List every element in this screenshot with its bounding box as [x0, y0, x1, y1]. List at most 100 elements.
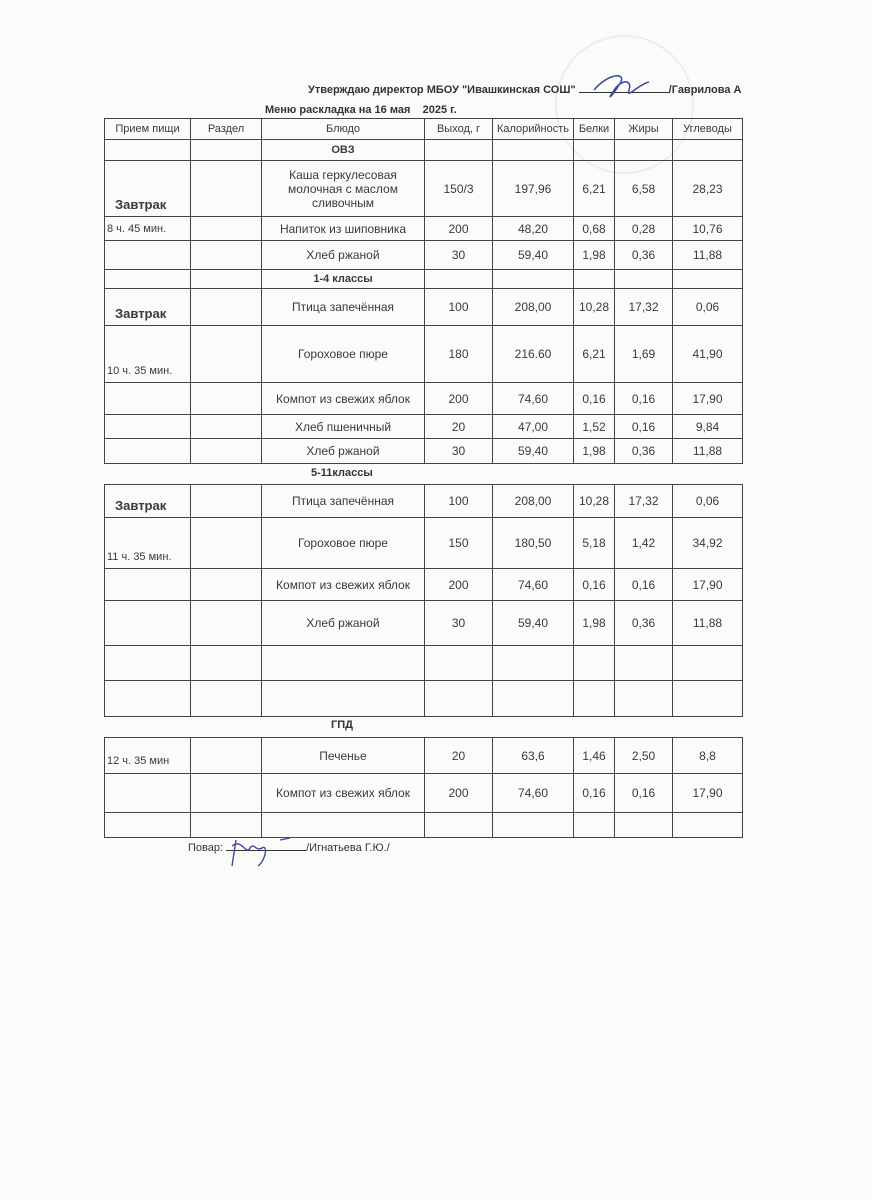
protein: 0,16: [573, 773, 615, 813]
dish-name: Компот из свежих яблок: [261, 773, 425, 813]
approval-text: Утверждаю директор МБОУ "Ивашкинская СОШ…: [308, 84, 576, 96]
empty-cell: [190, 414, 262, 439]
protein: 1,98: [573, 240, 615, 270]
empty-cell: [104, 600, 191, 646]
table-row: Хлеб ржаной 30 59,40 1,98 0,36 11,88: [104, 600, 743, 646]
section-label: ОВЗ: [261, 139, 425, 161]
empty-cell: [190, 382, 262, 415]
director-signature: [593, 75, 649, 98]
empty-cell: [190, 139, 262, 161]
empty-cell: [424, 139, 493, 161]
empty-cell: [614, 812, 673, 838]
fat: 0,16: [614, 414, 673, 439]
empty-cell: [672, 139, 743, 161]
yield: 30: [424, 600, 493, 646]
empty-cell: [104, 773, 191, 813]
table-row: 8 ч. 45 мин. Напиток из шиповника 200 48…: [104, 216, 743, 241]
empty-cell: [424, 269, 493, 289]
fat: 6,58: [614, 160, 673, 217]
empty-cell: [190, 737, 262, 774]
yield: 150/3: [424, 160, 493, 217]
fat: 1,69: [614, 325, 673, 383]
signature-line: [226, 837, 307, 867]
protein: 1,98: [573, 438, 615, 464]
meal-time: 11 ч. 35 мин.: [104, 517, 191, 569]
empty-cell: [190, 240, 262, 270]
calories: 59,40: [492, 600, 574, 646]
empty-cell: [573, 645, 615, 681]
calories: 208,00: [492, 288, 574, 326]
cook-name: /Игнатьева Г.Ю./: [306, 842, 390, 854]
section-label: 1-4 классы: [261, 269, 425, 289]
page-title: Меню раскладка на 16 мая 2025 г.: [265, 104, 457, 116]
dish-name: Гороховое пюре: [261, 517, 425, 569]
fat: 0,28: [614, 216, 673, 241]
carbs: 8,8: [672, 737, 743, 774]
table-row: Завтрак Птица запечённая 100 208,00 10,2…: [104, 484, 743, 518]
dish-name: Компот из свежих яблок: [261, 382, 425, 415]
empty-cell: [614, 139, 673, 161]
empty-cell: [614, 269, 673, 289]
table-header-row: Прием пищи Раздел Блюдо Выход, г Калорий…: [104, 118, 743, 140]
table-row: Компот из свежих яблок 200 74,60 0,16 0,…: [104, 773, 743, 813]
fat: 2,50: [614, 737, 673, 774]
carbs: 0,06: [672, 484, 743, 518]
empty-cell: [190, 438, 262, 464]
empty-cell: [104, 269, 191, 289]
meal-time: 10 ч. 35 мин.: [104, 325, 191, 383]
col-header: Углеводы: [672, 118, 743, 140]
empty-cell: [190, 680, 262, 717]
carbs: 11,88: [672, 240, 743, 270]
meal-name: Завтрак: [104, 288, 191, 326]
carbs: 10,76: [672, 216, 743, 241]
calories: 59,40: [492, 240, 574, 270]
calories: 59,40: [492, 438, 574, 464]
empty-cell: [190, 517, 262, 569]
fat: 0,16: [614, 568, 673, 601]
dish-name: Птица запечённая: [261, 484, 425, 518]
empty-cell: [104, 438, 191, 464]
empty-cell: [672, 812, 743, 838]
col-header: Выход, г: [424, 118, 493, 140]
empty-cell: [104, 680, 191, 717]
empty-cell: [190, 568, 262, 601]
section-row-1-4: 1-4 классы: [104, 269, 743, 289]
fat: 0,36: [614, 240, 673, 270]
empty-cell: [190, 160, 262, 217]
carbs: 17,90: [672, 568, 743, 601]
carbs: 11,88: [672, 438, 743, 464]
empty-row: [104, 680, 743, 717]
calories: 74,60: [492, 382, 574, 415]
table-row: Завтрак Каша геркулесовая молочная с мас…: [104, 160, 743, 217]
yield: 30: [424, 240, 493, 270]
meal-time: 8 ч. 45 мин.: [104, 216, 191, 241]
table-row: Хлеб ржаной 30 59,40 1,98 0,36 11,88: [104, 438, 743, 464]
section-label-5-11: 5-11классы: [311, 467, 373, 479]
dish-name: Хлеб ржаной: [261, 600, 425, 646]
empty-cell: [614, 645, 673, 681]
empty-cell: [190, 773, 262, 813]
col-header: Жиры: [614, 118, 673, 140]
table-row: Хлеб пшеничный 20 47,00 1,52 0,16 9,84: [104, 414, 743, 439]
empty-cell: [190, 600, 262, 646]
protein: 5,18: [573, 517, 615, 569]
dish-name: Компот из свежих яблок: [261, 568, 425, 601]
calories: 47,00: [492, 414, 574, 439]
yield: 100: [424, 484, 493, 518]
empty-cell: [104, 139, 191, 161]
cook-signature: [231, 837, 291, 867]
calories: 74,60: [492, 773, 574, 813]
empty-cell: [190, 216, 262, 241]
menu-table-5-11: Завтрак Птица запечённая 100 208,00 10,2…: [104, 484, 743, 717]
empty-cell: [261, 680, 425, 717]
empty-cell: [614, 680, 673, 717]
carbs: 17,90: [672, 773, 743, 813]
empty-cell: [104, 414, 191, 439]
protein: 1,52: [573, 414, 615, 439]
cook-label: Повар:: [188, 842, 224, 854]
table-row: 12 ч. 35 мин Печенье 20 63,6 1,46 2,50 8…: [104, 737, 743, 774]
yield: 180: [424, 325, 493, 383]
col-header: Блюдо: [261, 118, 425, 140]
protein: 1,98: [573, 600, 615, 646]
protein: 6,21: [573, 325, 615, 383]
